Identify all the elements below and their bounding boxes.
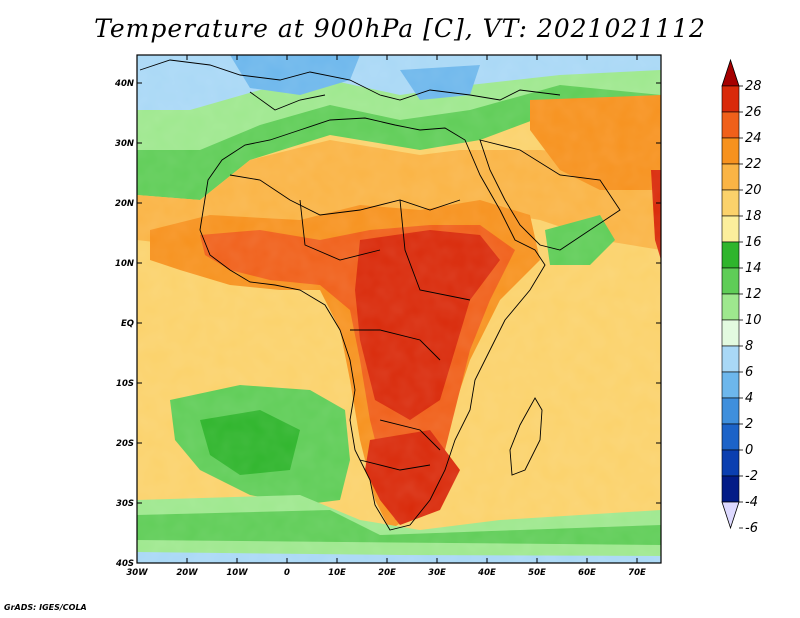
lat-tick-label: 40N [114,79,134,89]
lon-tick-label: 50E [528,568,546,578]
lon-tick-label: 40E [477,568,496,578]
lon-tick-label: 0 [284,568,290,578]
colorbar-swatch [721,475,740,503]
colorbar-label: 28 [745,79,762,94]
lon-tick-label: 30W [126,568,148,578]
lat-tick-label: 20S [116,439,134,449]
lon-tick-label: 60E [578,568,596,578]
map-title: Temperature at 900hPa [C], VT: 202102111… [94,14,706,43]
colorbar-label: 18 [745,209,762,224]
colorbar-top-arrow [721,58,740,87]
colorbar-label: -4 [745,495,758,510]
colorbar-swatch [721,137,740,165]
colorbar-swatch [721,345,740,373]
colorbar-label: -6 [745,521,758,536]
lon-tick-label: 10W [226,568,248,578]
colorbar-label: 26 [745,105,762,120]
lon-tick-label: 10E [328,568,346,578]
colorbar-label: 22 [745,157,762,172]
lon-tick-label: 20W [176,568,198,578]
lat-tick-label: 20N [115,199,134,209]
colorbar-swatch [721,215,740,243]
colorbar-swatch [721,111,740,139]
latitude-axis: 40N 30N 20N 10N EQ 10S 20S 30S 40S [114,79,661,569]
colorbar-swatch [721,163,740,191]
colorbar-swatch [721,293,740,321]
plot-frame [136,54,662,564]
colorbar-label: 0 [745,443,753,458]
colorbar-swatch [721,397,740,425]
lat-tick-label: 30N [115,139,134,149]
colorbar-swatch [721,371,740,399]
colorbar-label: 2 [745,417,753,432]
colorbar-swatch [721,267,740,295]
lon-tick-label: 30E [428,568,446,578]
colorbar-label: 20 [745,183,762,198]
colorbar-swatch [721,189,740,217]
colorbar-label: 4 [745,391,753,406]
lat-tick-label: 10S [116,379,134,389]
colorbar-label: 14 [745,261,762,276]
credit-text: GrADS: IGES/COLA [4,603,87,612]
lon-tick-label: 70E [628,568,646,578]
lat-tick-label: 30S [116,499,134,509]
coastlines [139,59,621,531]
colorbar-label: 16 [745,235,762,250]
colorbar-label: -2 [745,469,758,484]
colorbar-swatch [721,241,740,269]
colorbar-label: 10 [745,313,762,328]
colorbar-label: 8 [745,339,753,354]
colorbar-swatch [721,449,740,477]
colorbar-label: 24 [745,131,762,146]
colorbar-swatch [721,423,740,451]
lat-tick-label: 10N [115,259,134,269]
longitude-axis: 30W 20W 10W 0 10E 20E 30E 40E 50E 60E 70E [126,55,646,578]
colorbar-swatch [721,319,740,347]
colorbar-swatch [721,85,740,113]
colorbar-label: 6 [745,365,753,380]
lat-tick-label: 40S [115,559,134,569]
lon-tick-label: 20E [378,568,396,578]
colorbar-label: 12 [745,287,762,302]
colorbar-bottom-arrow [721,501,740,530]
temperature-field [137,55,661,563]
lat-tick-label: EQ [121,319,134,329]
